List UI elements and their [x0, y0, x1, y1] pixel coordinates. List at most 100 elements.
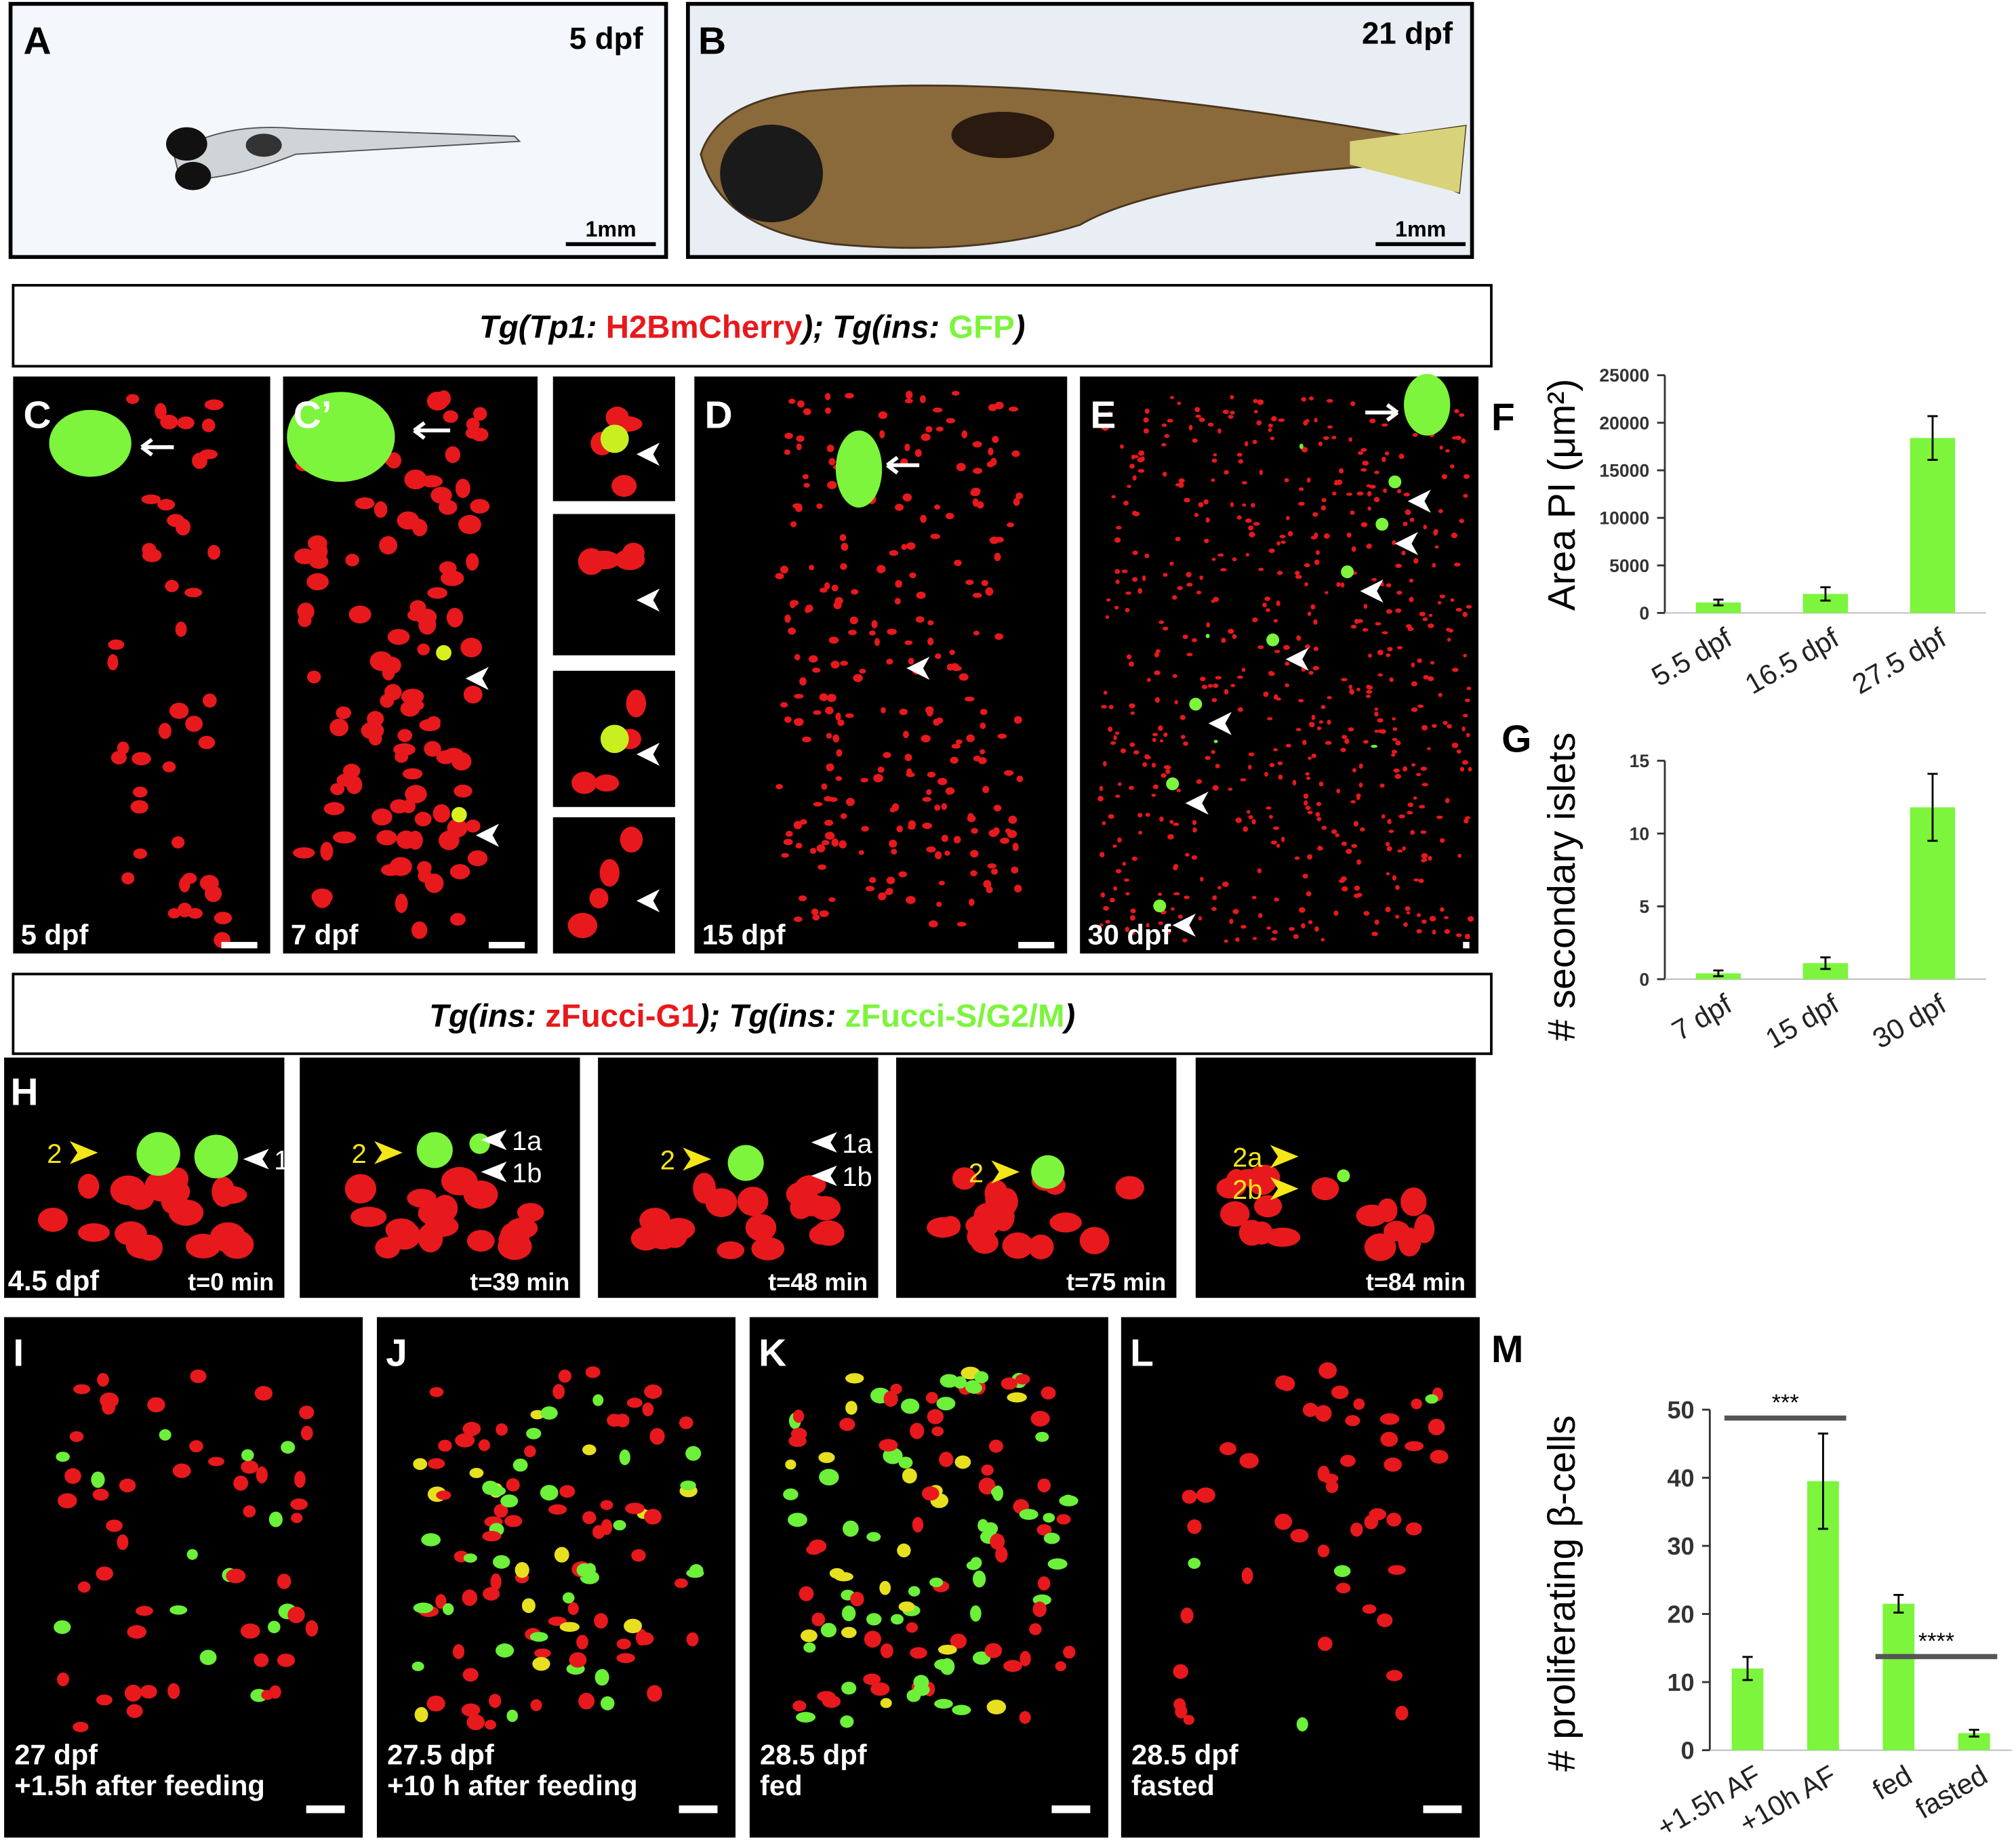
- cell: [826, 445, 834, 453]
- cell: [387, 629, 410, 645]
- significance: ***: [1772, 1390, 1799, 1416]
- cell: [1167, 930, 1171, 935]
- arrowhead: [637, 742, 660, 766]
- cell: [1258, 567, 1264, 571]
- cell: [784, 432, 793, 439]
- cell: [780, 702, 788, 708]
- cell: [803, 1642, 816, 1653]
- cell: [1294, 856, 1300, 860]
- cell: [647, 1685, 662, 1702]
- cell: [994, 552, 1001, 562]
- cell: [906, 542, 916, 550]
- cell: [1377, 729, 1384, 733]
- cell: [927, 1409, 944, 1425]
- y-tick-label: 0: [1639, 969, 1649, 989]
- cell: [900, 1398, 920, 1414]
- cell: [813, 802, 823, 807]
- cell: [466, 1714, 485, 1730]
- cell: [588, 550, 620, 570]
- cell: [1273, 748, 1278, 752]
- panel-label: J: [386, 1332, 407, 1375]
- arrowhead: [1360, 579, 1384, 603]
- cell: [816, 503, 823, 509]
- cell: [1444, 928, 1451, 935]
- cell: [1407, 811, 1413, 815]
- arrowhead: [69, 1141, 98, 1164]
- cell: [1221, 638, 1226, 643]
- cell: [1167, 419, 1173, 423]
- cell: [1144, 756, 1152, 760]
- cell: [619, 1449, 630, 1466]
- cell: [1028, 1234, 1054, 1260]
- cell: [970, 850, 979, 858]
- cell: [1345, 1415, 1360, 1427]
- cell: [1186, 653, 1193, 657]
- time: t=0 min: [188, 1268, 274, 1296]
- cell: [226, 1568, 246, 1584]
- cell: [601, 1519, 613, 1536]
- cell: [1341, 678, 1348, 682]
- cell: [165, 579, 179, 592]
- cell: [1215, 763, 1220, 769]
- cell: [430, 487, 452, 504]
- cell: [1253, 522, 1260, 526]
- cell: [981, 579, 989, 587]
- cell: [798, 895, 807, 901]
- cell: [866, 1613, 882, 1626]
- cell: [449, 913, 466, 926]
- cell: [1340, 747, 1346, 752]
- cell: [745, 1214, 777, 1242]
- header-part: ); Tg(ins:: [799, 310, 948, 346]
- cell: [1346, 848, 1352, 855]
- cell: [792, 503, 803, 509]
- cell: [951, 743, 961, 749]
- cell: [790, 600, 799, 606]
- header-part: Tg(Tp1:: [479, 310, 606, 346]
- cell: [1274, 649, 1281, 653]
- cell: [1425, 1394, 1438, 1404]
- bar: [1731, 1668, 1764, 1750]
- cell: [788, 398, 796, 404]
- cell: [1311, 1177, 1339, 1200]
- cell: [482, 1531, 502, 1542]
- cell: [1270, 840, 1278, 845]
- cell: [1211, 698, 1217, 703]
- y-tick-label: 15000: [1599, 461, 1649, 481]
- cell: [940, 1374, 959, 1388]
- cell: [159, 1429, 172, 1441]
- cell: [927, 637, 934, 646]
- cell: [788, 1435, 807, 1448]
- cell: [469, 1467, 484, 1479]
- cell: [869, 877, 876, 884]
- cell: [177, 416, 195, 430]
- cell: [1441, 474, 1448, 480]
- islet: [1266, 633, 1280, 647]
- cell: [172, 836, 185, 849]
- cell: [967, 813, 974, 820]
- cell: [1256, 420, 1262, 426]
- cell: [1321, 938, 1325, 942]
- cell: [202, 693, 217, 708]
- cell: [1462, 611, 1468, 617]
- cell: [1296, 635, 1302, 641]
- cell: [397, 729, 413, 742]
- cell: [1240, 778, 1247, 782]
- cell: [1386, 653, 1391, 657]
- cell: [1327, 719, 1331, 725]
- cell: [1377, 649, 1384, 655]
- cell: [1292, 779, 1297, 786]
- cell: [1241, 668, 1246, 672]
- cell: [540, 1485, 559, 1501]
- islet: [287, 392, 395, 483]
- cell: [821, 840, 830, 846]
- cell: [930, 533, 940, 539]
- cell: [826, 693, 836, 702]
- cell: [1379, 583, 1384, 587]
- cell: [863, 1673, 881, 1685]
- cell: [916, 591, 926, 599]
- cell: [1369, 418, 1376, 424]
- cell: [199, 449, 218, 459]
- header-part: Tg(ins:: [429, 998, 545, 1034]
- cell: [925, 706, 934, 714]
- error-bar: [1713, 598, 1724, 607]
